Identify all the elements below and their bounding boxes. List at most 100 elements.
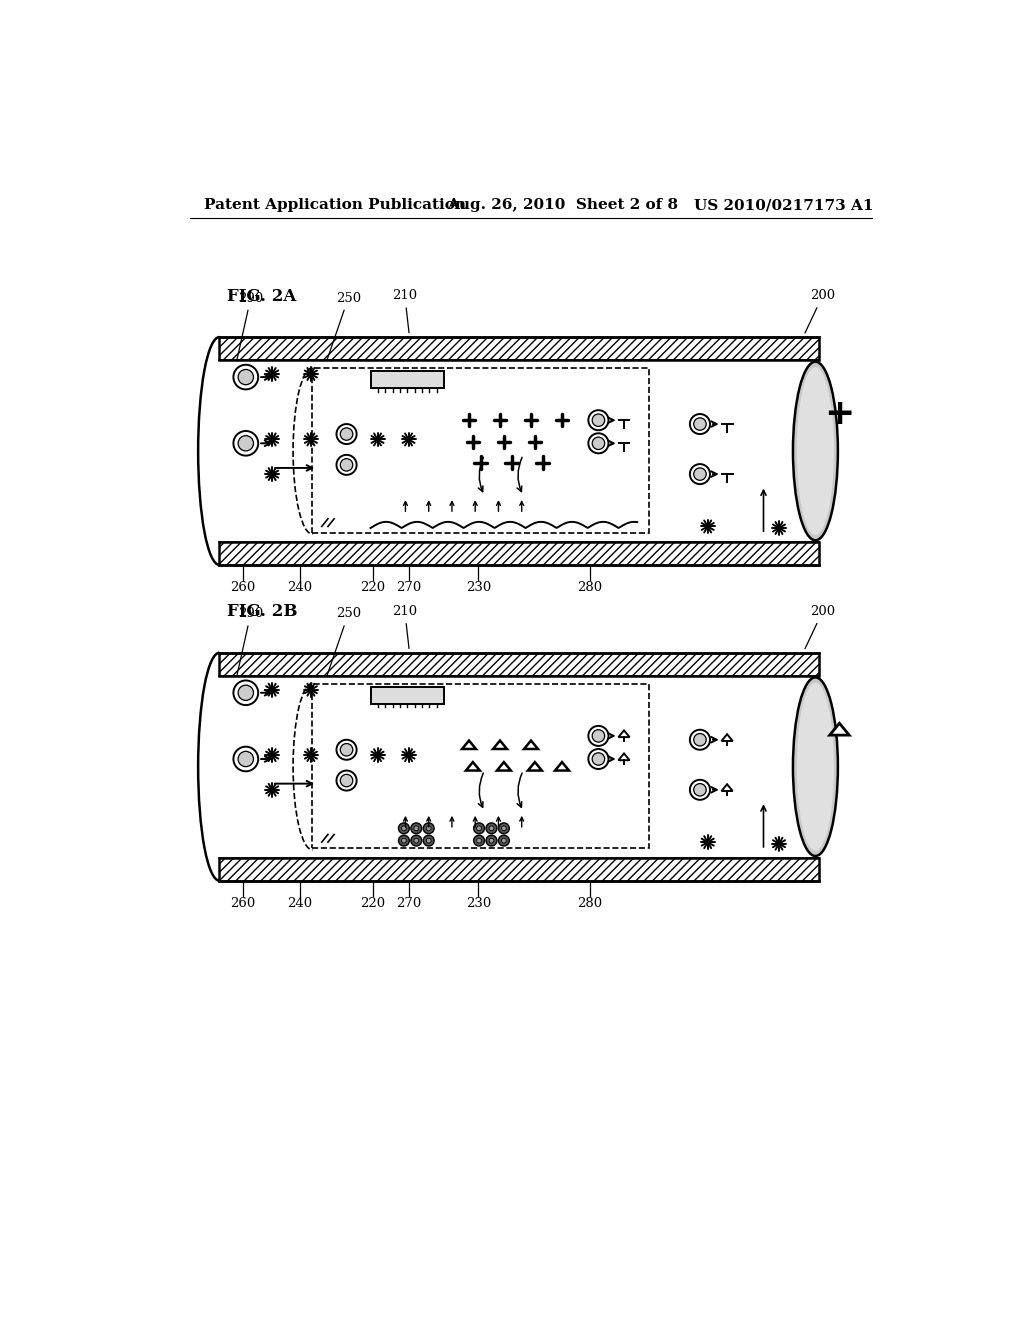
Circle shape — [401, 838, 407, 843]
Circle shape — [589, 748, 608, 770]
Circle shape — [592, 752, 604, 766]
Circle shape — [340, 428, 353, 441]
Circle shape — [337, 424, 356, 444]
Polygon shape — [524, 741, 538, 748]
Circle shape — [474, 836, 484, 846]
Circle shape — [592, 414, 604, 426]
Bar — [219, 653, 819, 676]
Circle shape — [414, 826, 419, 830]
Polygon shape — [493, 741, 507, 748]
Circle shape — [337, 771, 356, 791]
Text: Patent Application Publication: Patent Application Publication — [204, 198, 466, 213]
Circle shape — [337, 739, 356, 760]
Bar — [219, 676, 819, 858]
Circle shape — [693, 734, 707, 746]
Circle shape — [423, 836, 434, 846]
Polygon shape — [462, 741, 476, 748]
Ellipse shape — [793, 362, 838, 540]
Circle shape — [502, 838, 506, 843]
Text: 200: 200 — [805, 289, 836, 333]
Circle shape — [398, 822, 410, 834]
Circle shape — [592, 730, 604, 742]
Circle shape — [233, 364, 258, 389]
Ellipse shape — [797, 682, 834, 850]
Text: 290: 290 — [238, 292, 263, 359]
Text: 250: 250 — [328, 607, 360, 675]
Circle shape — [486, 836, 497, 846]
Text: 260: 260 — [230, 581, 255, 594]
Text: 270: 270 — [396, 896, 421, 909]
Circle shape — [411, 836, 422, 846]
Circle shape — [411, 822, 422, 834]
Circle shape — [690, 465, 710, 484]
Polygon shape — [829, 723, 849, 735]
Circle shape — [589, 411, 608, 430]
Text: FIG. 2A: FIG. 2A — [227, 288, 297, 305]
Ellipse shape — [797, 367, 834, 535]
Text: 220: 220 — [360, 581, 385, 594]
Circle shape — [592, 437, 604, 450]
Bar — [371, 686, 444, 704]
Circle shape — [414, 838, 419, 843]
Text: 240: 240 — [288, 896, 312, 909]
Circle shape — [499, 822, 509, 834]
Text: US 2010/0217173 A1: US 2010/0217173 A1 — [693, 198, 873, 213]
Circle shape — [693, 467, 707, 480]
Circle shape — [426, 838, 431, 843]
Circle shape — [398, 836, 410, 846]
Text: 280: 280 — [578, 581, 602, 594]
Circle shape — [690, 780, 710, 800]
Circle shape — [340, 743, 353, 756]
Circle shape — [589, 726, 608, 746]
Circle shape — [474, 822, 484, 834]
Bar — [219, 360, 819, 543]
Circle shape — [489, 826, 494, 830]
Text: 230: 230 — [466, 896, 490, 909]
Text: 200: 200 — [805, 605, 836, 648]
Text: FIG. 2B: FIG. 2B — [227, 603, 298, 620]
Circle shape — [693, 418, 707, 430]
Polygon shape — [722, 734, 732, 741]
Circle shape — [401, 826, 407, 830]
Circle shape — [690, 414, 710, 434]
Circle shape — [476, 826, 481, 830]
Circle shape — [589, 433, 608, 453]
Text: 270: 270 — [396, 581, 421, 594]
Circle shape — [486, 822, 497, 834]
Text: +: + — [824, 397, 855, 432]
Circle shape — [340, 775, 353, 787]
Circle shape — [239, 370, 254, 384]
Circle shape — [426, 826, 431, 830]
Polygon shape — [466, 762, 480, 771]
Text: 260: 260 — [230, 896, 255, 909]
Polygon shape — [618, 730, 630, 737]
Polygon shape — [555, 762, 569, 771]
Circle shape — [233, 681, 258, 705]
Circle shape — [239, 436, 254, 451]
Circle shape — [239, 751, 254, 767]
Circle shape — [233, 430, 258, 455]
Circle shape — [502, 826, 506, 830]
Circle shape — [476, 838, 481, 843]
Polygon shape — [528, 762, 542, 771]
Bar — [312, 368, 649, 533]
Text: 290: 290 — [238, 607, 263, 675]
Text: 210: 210 — [392, 289, 418, 333]
Bar — [219, 858, 819, 880]
Text: 280: 280 — [578, 896, 602, 909]
Text: 210: 210 — [392, 605, 418, 648]
Text: 250: 250 — [328, 292, 360, 359]
Circle shape — [423, 822, 434, 834]
Ellipse shape — [793, 677, 838, 857]
Text: 230: 230 — [466, 581, 490, 594]
Text: 220: 220 — [360, 896, 385, 909]
Text: 240: 240 — [288, 581, 312, 594]
Text: Aug. 26, 2010  Sheet 2 of 8: Aug. 26, 2010 Sheet 2 of 8 — [447, 198, 679, 213]
Circle shape — [693, 784, 707, 796]
Bar — [219, 337, 819, 360]
Bar — [312, 684, 649, 849]
Polygon shape — [497, 762, 511, 771]
Circle shape — [499, 836, 509, 846]
Polygon shape — [618, 754, 630, 760]
Circle shape — [340, 458, 353, 471]
